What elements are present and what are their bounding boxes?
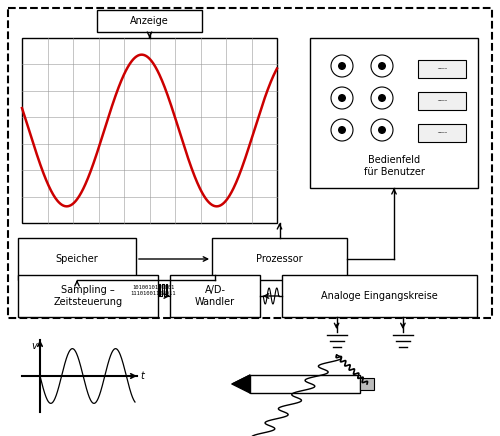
Circle shape [378, 126, 386, 134]
Bar [97, 10, 202, 32]
Circle shape [338, 126, 346, 134]
Text: ────: ──── [437, 131, 447, 135]
Text: ────: ──── [437, 99, 447, 103]
Text: v: v [31, 341, 37, 351]
Text: Anzeige: Anzeige [130, 16, 169, 26]
Bar [8, 8, 492, 318]
Circle shape [338, 62, 346, 70]
Text: Analoge Eingangskreise: Analoge Eingangskreise [321, 291, 438, 301]
Bar [170, 275, 260, 317]
Circle shape [338, 94, 346, 102]
Bar [360, 378, 374, 390]
Circle shape [378, 94, 386, 102]
Bar [418, 60, 466, 78]
Text: Speicher: Speicher [56, 254, 98, 264]
Bar [22, 38, 277, 223]
Bar [18, 238, 136, 280]
Text: 101001010Ü001
1110100110Ü011: 101001010Ü001 1110100110Ü011 [130, 285, 176, 296]
Text: Prozessor: Prozessor [256, 254, 303, 264]
Text: Bedienfeld
für Benutzer: Bedienfeld für Benutzer [364, 155, 424, 177]
Bar [212, 238, 347, 280]
Bar [418, 92, 466, 110]
Polygon shape [232, 375, 250, 393]
Text: t: t [140, 371, 144, 381]
Text: Sampling –
Zeitsteuerung: Sampling – Zeitsteuerung [54, 285, 122, 307]
Text: A/D-
Wandler: A/D- Wandler [195, 285, 235, 307]
Bar [18, 275, 158, 317]
Bar [418, 124, 466, 142]
Text: ────: ──── [437, 67, 447, 71]
Circle shape [378, 62, 386, 70]
Bar [310, 38, 478, 188]
Bar [282, 275, 477, 317]
Bar [250, 375, 360, 393]
